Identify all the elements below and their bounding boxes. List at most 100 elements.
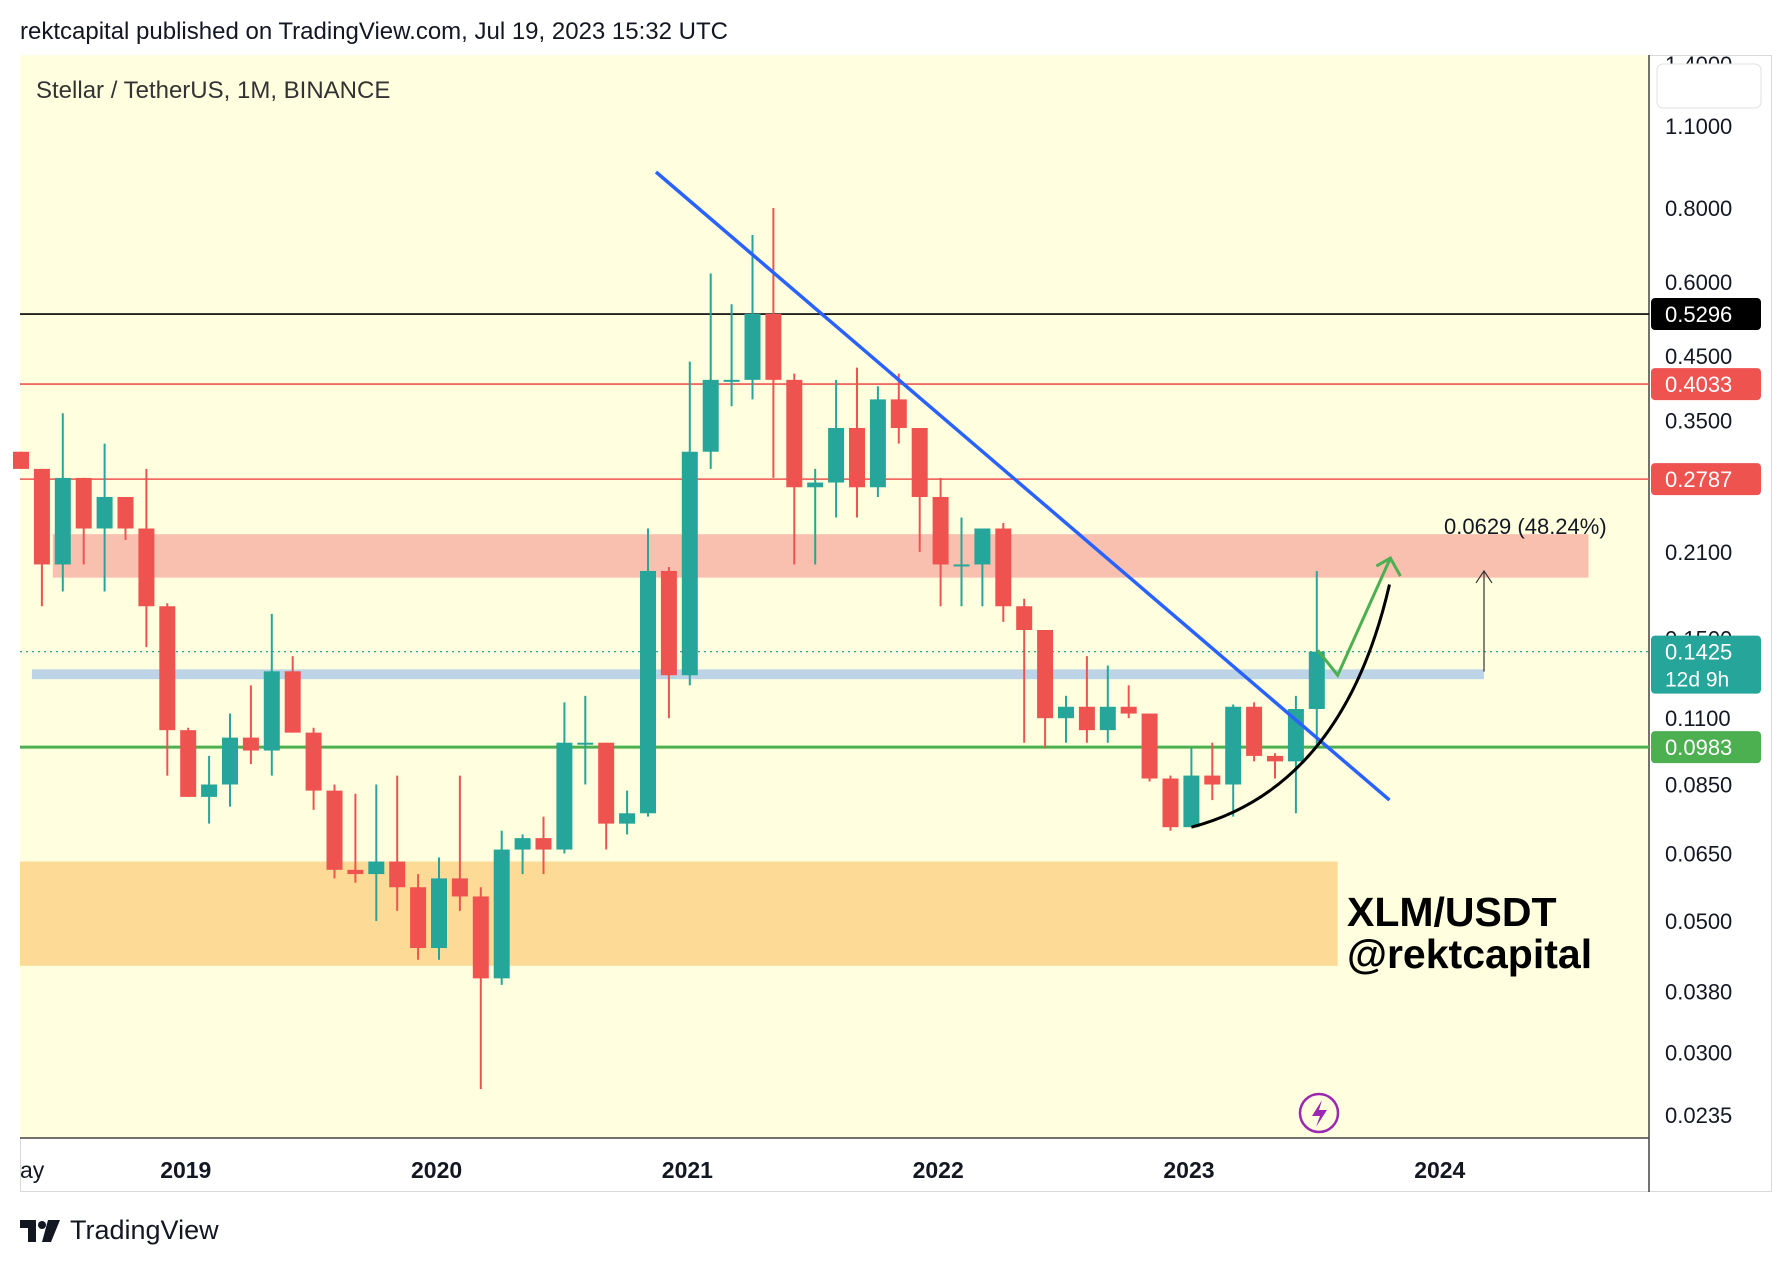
publication-header: rektcapital published on TradingView.com… [20, 18, 728, 45]
candle-body [953, 564, 970, 567]
candle-body [1267, 755, 1283, 762]
candle-body [472, 896, 489, 979]
candle-body [660, 570, 677, 676]
candle-body [75, 477, 92, 529]
price-label-bg [1651, 298, 1761, 331]
candle-body [974, 528, 991, 565]
tradingview-logo-icon [20, 1219, 60, 1242]
y-tick-label: 0.0235 [1665, 1103, 1732, 1128]
candle-2019-06 [284, 656, 301, 733]
candle-body [744, 313, 761, 380]
projection-arrow-head [1375, 556, 1402, 577]
candle-2019-07 [305, 727, 322, 810]
y-tick-label: 0.6000 [1665, 270, 1732, 295]
lightning-icon [1298, 1092, 1340, 1134]
candle-2022-05 [1016, 598, 1033, 743]
candle-2021-02 [702, 273, 719, 469]
candle-body [1078, 706, 1095, 731]
candle-body [1099, 706, 1116, 731]
candle-body [1308, 651, 1325, 710]
candle-2023-07 [1308, 570, 1325, 746]
price-label-value: 0.0983 [1665, 735, 1732, 760]
candle-2020-06 [535, 816, 552, 875]
x-tick-label: 2024 [1414, 1157, 1465, 1183]
candle-body [765, 313, 782, 380]
x-tick-label: 2023 [1163, 1157, 1214, 1183]
candle-body [159, 606, 176, 731]
y-tick-label: 0.3500 [1665, 409, 1732, 434]
candle-2018-05 [13, 451, 29, 469]
candle-body [305, 732, 322, 791]
x-tick-label: 2020 [411, 1157, 462, 1183]
candle-body [890, 399, 907, 428]
countdown-label: 12d 9h [1665, 669, 1729, 692]
candle-2023-04 [1246, 702, 1263, 762]
candle-body [138, 528, 155, 607]
candle-body [493, 849, 510, 979]
candle-2019-12 [410, 874, 427, 960]
candle-body [1016, 606, 1033, 630]
candle-2022-01 [932, 477, 949, 607]
candle-body [284, 671, 301, 733]
candle-2021-05 [765, 207, 782, 478]
candle-2019-02 [201, 755, 218, 824]
candle-2019-01 [180, 727, 197, 797]
tradingview-logo[interactable]: TradingView [20, 1215, 219, 1246]
candle-2022-04 [995, 522, 1012, 622]
candle-body [640, 570, 656, 814]
candle-2019-08 [326, 784, 343, 879]
y-tick-label: 1.1000 [1665, 114, 1732, 139]
candle-body [828, 427, 845, 483]
price-label-value: 0.4033 [1665, 372, 1732, 397]
candle-body [995, 528, 1012, 607]
candle-2018-11 [138, 468, 155, 648]
candle-body [723, 379, 740, 382]
candle-2021-03 [723, 304, 740, 407]
candle-2018-07 [54, 413, 71, 592]
candle-2020-01 [431, 857, 447, 960]
y-tick-label: 0.2100 [1665, 540, 1732, 565]
candle-2022-12 [1162, 775, 1179, 831]
price-label-0.1425: 0.1425 12d 9h [1651, 635, 1761, 694]
candle-2022-02 [953, 517, 970, 607]
candle-body [932, 496, 949, 565]
candle-body [96, 496, 113, 529]
candle-body [201, 784, 218, 797]
candle-2020-04 [493, 830, 510, 985]
price-label-0.5296: 0.5296 [1651, 298, 1761, 331]
candle-body [556, 742, 573, 850]
candle-body [1246, 706, 1263, 756]
candle-body [431, 878, 447, 949]
candle-2019-10 [368, 784, 385, 921]
candle-2019-11 [389, 775, 406, 911]
candle-body [869, 399, 886, 488]
candle-2022-10 [1120, 685, 1137, 719]
candle-body [326, 790, 343, 870]
candle-2018-08 [75, 477, 92, 565]
price-label-value: 0.5296 [1665, 302, 1732, 327]
candle-2021-09 [849, 367, 865, 518]
candle-2020-12 [660, 567, 677, 719]
x-tick-label: ay [20, 1157, 45, 1183]
candle-2021-07 [807, 468, 824, 565]
y-tick-label: 0.1100 [1665, 706, 1731, 731]
candle-body [13, 451, 29, 469]
candle-body [514, 838, 531, 850]
measure-label: 0.0629 (48.24%) [1444, 514, 1607, 539]
candle-2021-11 [890, 373, 907, 444]
candle-2022-06 [1037, 629, 1054, 748]
y-tick-label: 0.0850 [1665, 772, 1732, 797]
candle-2020-10 [619, 790, 636, 835]
y-tick-label: 0.8000 [1665, 196, 1732, 221]
candle-body [1204, 775, 1221, 785]
candle-2023-01 [1183, 747, 1200, 828]
candle-2021-10 [869, 386, 886, 497]
price-label-bg [1651, 731, 1761, 764]
x-tick-label: 2021 [662, 1157, 713, 1183]
candle-body [180, 730, 197, 797]
candle-2019-05 [263, 613, 280, 776]
scale-settings-button[interactable] [1656, 63, 1762, 109]
candle-body [451, 878, 468, 897]
candle-2018-06 [33, 468, 50, 607]
